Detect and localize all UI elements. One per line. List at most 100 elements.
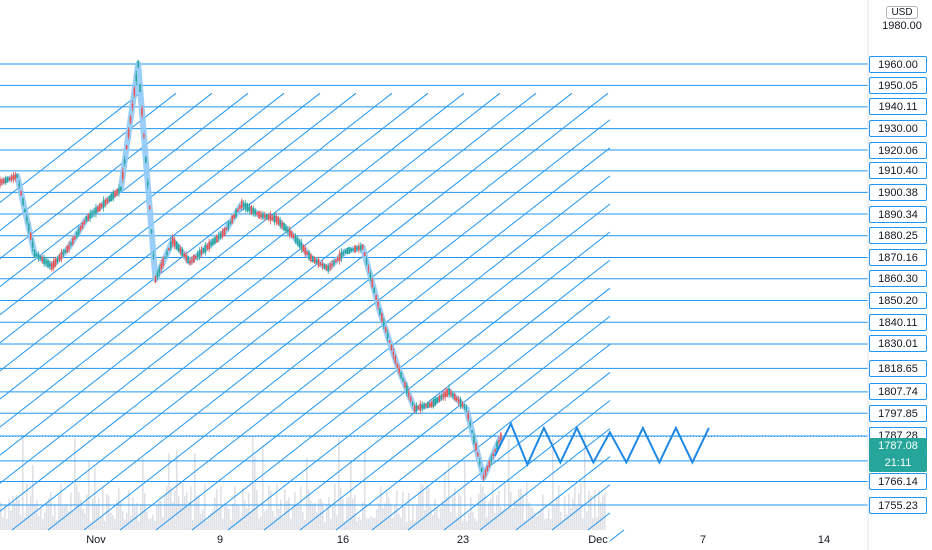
candle-body	[459, 398, 462, 407]
candle-body	[386, 333, 389, 339]
channel-diagonal-line	[11, 92, 573, 531]
candle-body	[265, 213, 268, 220]
volume-bar	[180, 504, 182, 530]
candle-body	[400, 372, 402, 378]
candle-body	[394, 356, 397, 363]
volume-bar	[498, 490, 500, 530]
volume-bar	[52, 516, 54, 530]
candle-body	[169, 241, 172, 249]
candle-body	[379, 308, 381, 316]
volume-bar	[24, 517, 26, 530]
volume-bar	[346, 497, 348, 530]
volume-bar	[330, 518, 332, 530]
volume-bar	[472, 511, 474, 530]
volume-bar	[254, 456, 256, 530]
last-price-label: 1787.08	[869, 438, 927, 456]
candle-body	[16, 174, 19, 178]
candle-body	[325, 265, 328, 270]
candle-body	[164, 256, 166, 259]
volume-bar	[404, 506, 406, 530]
candle-body	[315, 259, 318, 263]
volume-bar	[18, 499, 20, 530]
candle-body	[229, 221, 232, 224]
volume-bar	[476, 520, 478, 530]
volume-bar	[80, 499, 82, 530]
volume-bar	[322, 502, 324, 530]
channel-diagonal-line	[371, 343, 611, 531]
volume-bar	[376, 509, 378, 530]
candle-body	[342, 252, 345, 255]
candle-body	[463, 405, 466, 408]
volume-bar	[324, 521, 326, 530]
candle-body	[292, 234, 295, 238]
candle-body	[137, 60, 139, 68]
volume-bar	[382, 507, 384, 530]
candle-body	[317, 259, 320, 267]
volume-bar	[232, 503, 234, 530]
channel-diagonal-line	[83, 119, 611, 531]
volume-bar	[84, 513, 86, 530]
volume-bar	[300, 486, 302, 530]
candle-body	[450, 391, 452, 396]
candle-body	[156, 272, 159, 278]
volume-bar	[174, 490, 176, 530]
volume-bar	[216, 488, 218, 530]
time-axis-tick-label: Dec	[588, 534, 608, 546]
candle-body	[56, 258, 59, 262]
candle-body	[187, 256, 189, 264]
candle-body	[413, 405, 416, 412]
candle-body	[241, 200, 243, 208]
projection-zigzag	[493, 421, 710, 468]
volume-bar	[484, 493, 486, 530]
volume-bar	[234, 485, 236, 530]
candle-body	[114, 191, 116, 197]
currency-label[interactable]: USD 1980.00	[880, 6, 924, 32]
volume-bar	[378, 503, 380, 530]
candlesticks	[0, 59, 502, 482]
candle-body	[4, 177, 7, 183]
projection-path[interactable]	[493, 421, 710, 468]
candle-body	[434, 398, 437, 405]
volume-bar	[380, 486, 382, 530]
fib-channel-diagonals[interactable]	[0, 92, 625, 542]
volume-bar	[456, 516, 458, 530]
candle-body	[258, 211, 260, 219]
candle-body	[363, 252, 366, 257]
candle-body	[26, 216, 28, 222]
candle-body	[54, 258, 57, 266]
currency-code[interactable]: USD	[886, 6, 918, 19]
horizontal-price-lines[interactable]	[0, 63, 868, 506]
volume-bar	[354, 494, 356, 530]
price-level-label: 1850.20	[869, 291, 927, 309]
price-level-label: 1940.11	[869, 98, 927, 116]
volume-bar	[334, 483, 336, 530]
candle-body	[427, 402, 429, 408]
volume-bar	[48, 497, 50, 530]
volume-bar	[138, 521, 140, 530]
candle-body	[421, 405, 423, 409]
volume-bar	[604, 492, 606, 530]
candle-body	[102, 200, 105, 208]
candle-body	[432, 399, 435, 407]
candle-body	[473, 435, 475, 443]
candle-body	[217, 235, 220, 239]
candle-body	[237, 208, 239, 212]
volume-bar	[338, 438, 340, 530]
candle-body	[100, 204, 103, 208]
volume-bar	[588, 490, 590, 530]
volume-bar	[214, 498, 216, 530]
volume-bar	[2, 517, 4, 530]
time-axis[interactable]: Nov 9 16 23 Dec 7 14	[86, 534, 830, 546]
candle-body	[89, 213, 91, 219]
candle-body	[148, 205, 151, 210]
volume-bar	[466, 521, 468, 530]
candle-body	[246, 203, 249, 212]
channel-diagonal-line	[551, 484, 611, 531]
candle-body	[24, 208, 26, 212]
candle-body	[319, 262, 322, 265]
candle-body	[327, 265, 329, 272]
candle-body	[135, 74, 138, 82]
candle-body	[454, 394, 456, 401]
candle-body	[308, 251, 310, 260]
